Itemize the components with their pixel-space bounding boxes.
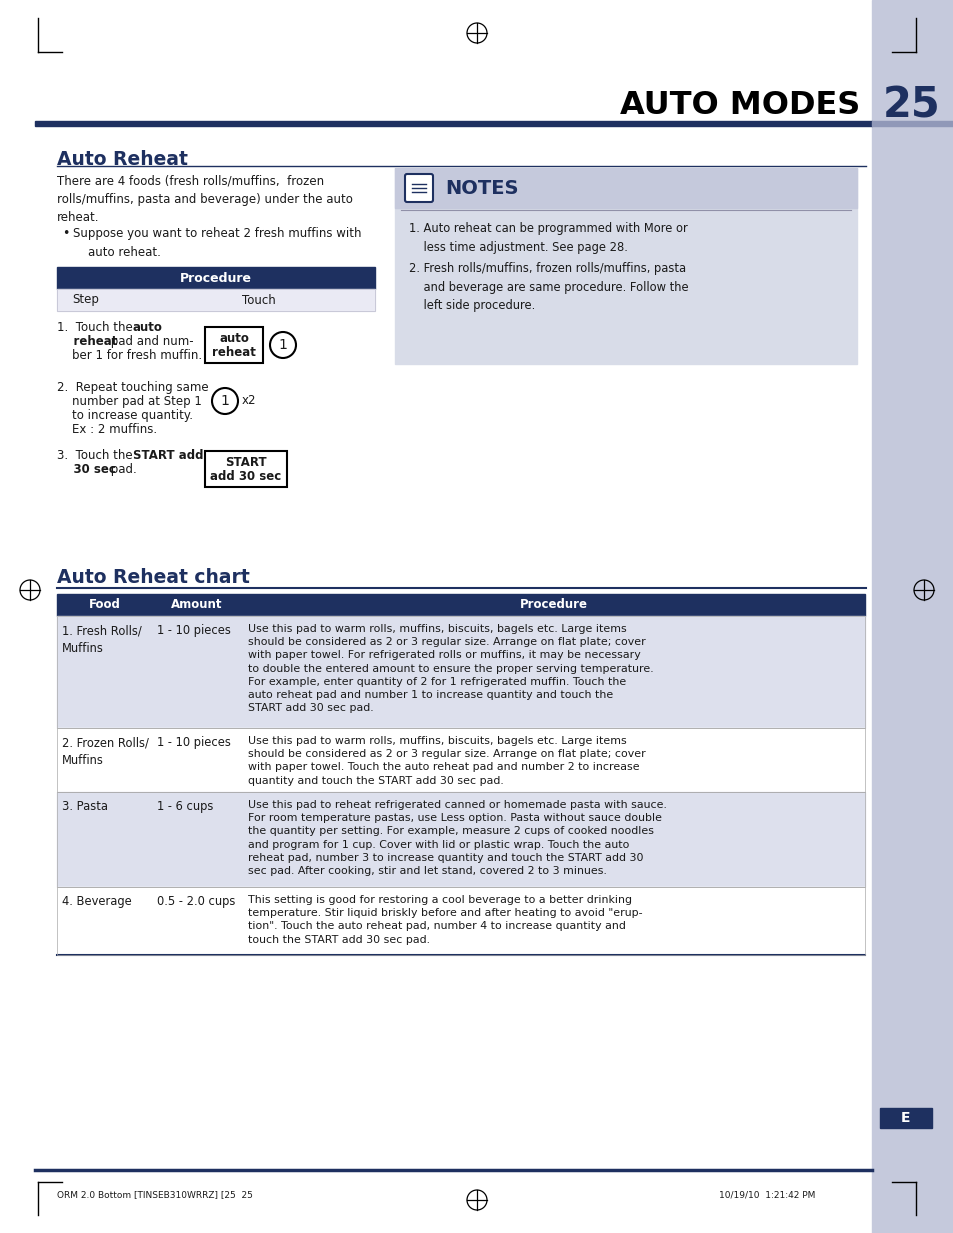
Text: with paper towel. Touch the auto reheat pad and number 2 to increase: with paper towel. Touch the auto reheat … bbox=[248, 762, 639, 772]
Text: 1 - 10 pieces: 1 - 10 pieces bbox=[157, 736, 231, 748]
Text: 2. Frozen Rolls/
Muffins: 2. Frozen Rolls/ Muffins bbox=[62, 736, 149, 767]
Text: 2.  Repeat touching same: 2. Repeat touching same bbox=[57, 381, 209, 395]
Text: Amount: Amount bbox=[172, 598, 222, 612]
Text: 10/19/10  1:21:42 PM: 10/19/10 1:21:42 PM bbox=[718, 1191, 814, 1200]
Text: temperature. Stir liquid briskly before and after heating to avoid "erup-: temperature. Stir liquid briskly before … bbox=[248, 909, 642, 919]
Text: •: • bbox=[62, 227, 70, 240]
Text: sec pad. After cooking, stir and let stand, covered 2 to 3 minues.: sec pad. After cooking, stir and let sta… bbox=[248, 866, 606, 875]
Text: 4. Beverage: 4. Beverage bbox=[62, 895, 132, 907]
Text: 3.  Touch the: 3. Touch the bbox=[57, 449, 136, 462]
Bar bbox=[57, 616, 864, 727]
Text: This setting is good for restoring a cool beverage to a better drinking: This setting is good for restoring a coo… bbox=[248, 895, 631, 905]
Text: and program for 1 cup. Cover with lid or plastic wrap. Touch the auto: and program for 1 cup. Cover with lid or… bbox=[248, 840, 629, 850]
Bar bbox=[205, 327, 263, 363]
Text: START: START bbox=[225, 456, 267, 470]
Text: Food: Food bbox=[89, 598, 120, 612]
Text: Ex : 2 muffins.: Ex : 2 muffins. bbox=[57, 423, 157, 436]
Bar bbox=[35, 121, 871, 126]
Bar bbox=[395, 168, 856, 208]
Text: touch the START add 30 sec pad.: touch the START add 30 sec pad. bbox=[248, 935, 430, 944]
Text: with paper towel. For refrigerated rolls or muffins, it may be necessary: with paper towel. For refrigerated rolls… bbox=[248, 650, 640, 661]
Text: Touch: Touch bbox=[242, 293, 275, 307]
Circle shape bbox=[270, 332, 295, 358]
Text: ORM 2.0 Bottom [TINSEB310WRRZ] [25  25: ORM 2.0 Bottom [TINSEB310WRRZ] [25 25 bbox=[57, 1191, 253, 1200]
Bar bbox=[57, 727, 864, 792]
Text: Procedure: Procedure bbox=[180, 271, 252, 285]
Bar bbox=[57, 792, 864, 887]
Text: number pad at Step 1: number pad at Step 1 bbox=[57, 395, 202, 408]
Text: to increase quantity.: to increase quantity. bbox=[57, 409, 193, 422]
Circle shape bbox=[212, 388, 237, 414]
Text: 0.5 - 2.0 cups: 0.5 - 2.0 cups bbox=[157, 895, 235, 907]
Bar bbox=[57, 792, 864, 887]
Text: add 30 sec: add 30 sec bbox=[211, 471, 281, 483]
Text: Use this pad to warm rolls, muffins, biscuits, bagels etc. Large items: Use this pad to warm rolls, muffins, bis… bbox=[248, 624, 626, 634]
Text: quantity and touch the START add 30 sec pad.: quantity and touch the START add 30 sec … bbox=[248, 776, 503, 785]
Text: 1. Fresh Rolls/
Muffins: 1. Fresh Rolls/ Muffins bbox=[62, 624, 142, 655]
Bar bbox=[57, 289, 375, 311]
Text: There are 4 foods (fresh rolls/muffins,  frozen
rolls/muffins, pasta and beverag: There are 4 foods (fresh rolls/muffins, … bbox=[57, 174, 353, 224]
Text: E: E bbox=[901, 1111, 910, 1124]
Text: 1 - 10 pieces: 1 - 10 pieces bbox=[157, 624, 231, 637]
Text: tion". Touch the auto reheat pad, number 4 to increase quantity and: tion". Touch the auto reheat pad, number… bbox=[248, 921, 625, 931]
Text: Procedure: Procedure bbox=[519, 598, 587, 612]
Text: x2: x2 bbox=[242, 395, 256, 407]
Text: reheat: reheat bbox=[212, 346, 255, 360]
Bar bbox=[57, 887, 864, 956]
Bar bbox=[57, 887, 864, 956]
Bar bbox=[871, 121, 953, 126]
Text: auto: auto bbox=[132, 321, 163, 334]
Text: For room temperature pastas, use Less option. Pasta without sauce double: For room temperature pastas, use Less op… bbox=[248, 814, 661, 824]
Text: 1: 1 bbox=[220, 395, 230, 408]
Bar bbox=[57, 268, 375, 289]
Text: Step: Step bbox=[71, 293, 99, 307]
Text: 1: 1 bbox=[278, 338, 287, 351]
Text: 1. Auto reheat can be programmed with More or
    less time adjustment. See page: 1. Auto reheat can be programmed with Mo… bbox=[409, 222, 687, 254]
Text: pad and num-: pad and num- bbox=[107, 335, 193, 348]
Text: 1 - 6 cups: 1 - 6 cups bbox=[157, 800, 213, 813]
Text: auto: auto bbox=[219, 333, 249, 345]
Text: the quantity per setting. For example, measure 2 cups of cooked noodles: the quantity per setting. For example, m… bbox=[248, 826, 654, 836]
Text: Suppose you want to reheat 2 fresh muffins with
    auto reheat.: Suppose you want to reheat 2 fresh muffi… bbox=[73, 227, 361, 259]
Text: Auto Reheat: Auto Reheat bbox=[57, 150, 188, 169]
Text: reheat: reheat bbox=[57, 335, 117, 348]
Text: NOTES: NOTES bbox=[444, 179, 518, 197]
Bar bbox=[57, 616, 864, 727]
Text: 25: 25 bbox=[882, 84, 940, 126]
Bar bbox=[57, 594, 864, 616]
Text: Use this pad to warm rolls, muffins, biscuits, bagels etc. Large items: Use this pad to warm rolls, muffins, bis… bbox=[248, 736, 626, 746]
Text: 2. Fresh rolls/muffins, frozen rolls/muffins, pasta
    and beverage are same pr: 2. Fresh rolls/muffins, frozen rolls/muf… bbox=[409, 261, 688, 312]
Text: should be considered as 2 or 3 regular size. Arrange on flat plate; cover: should be considered as 2 or 3 regular s… bbox=[248, 750, 645, 760]
Text: START add 30 sec pad.: START add 30 sec pad. bbox=[248, 703, 374, 713]
Text: AUTO MODES: AUTO MODES bbox=[619, 90, 859, 121]
Text: pad.: pad. bbox=[107, 464, 136, 476]
Bar bbox=[205, 451, 287, 487]
Bar bbox=[395, 168, 856, 364]
Text: Use this pad to reheat refrigerated canned or homemade pasta with sauce.: Use this pad to reheat refrigerated cann… bbox=[248, 800, 666, 810]
FancyBboxPatch shape bbox=[405, 174, 433, 202]
Text: Auto Reheat chart: Auto Reheat chart bbox=[57, 568, 250, 587]
Text: reheat pad, number 3 to increase quantity and touch the START add 30: reheat pad, number 3 to increase quantit… bbox=[248, 853, 643, 863]
Text: For example, enter quantity of 2 for 1 refrigerated muffin. Touch the: For example, enter quantity of 2 for 1 r… bbox=[248, 677, 625, 687]
Text: 1.  Touch the: 1. Touch the bbox=[57, 321, 136, 334]
Text: ber 1 for fresh muffin.: ber 1 for fresh muffin. bbox=[57, 349, 202, 363]
Bar bbox=[879, 1108, 931, 1128]
Text: should be considered as 2 or 3 regular size. Arrange on flat plate; cover: should be considered as 2 or 3 regular s… bbox=[248, 637, 645, 647]
Bar bbox=[57, 289, 375, 311]
Text: auto reheat pad and number 1 to increase quantity and touch the: auto reheat pad and number 1 to increase… bbox=[248, 690, 613, 700]
Bar bbox=[871, 0, 953, 1233]
Text: 30 sec: 30 sec bbox=[57, 464, 115, 476]
Text: START add: START add bbox=[132, 449, 203, 462]
Text: to double the entered amount to ensure the proper serving temperature.: to double the entered amount to ensure t… bbox=[248, 663, 653, 673]
Bar bbox=[57, 727, 864, 792]
Text: 3. Pasta: 3. Pasta bbox=[62, 800, 108, 813]
